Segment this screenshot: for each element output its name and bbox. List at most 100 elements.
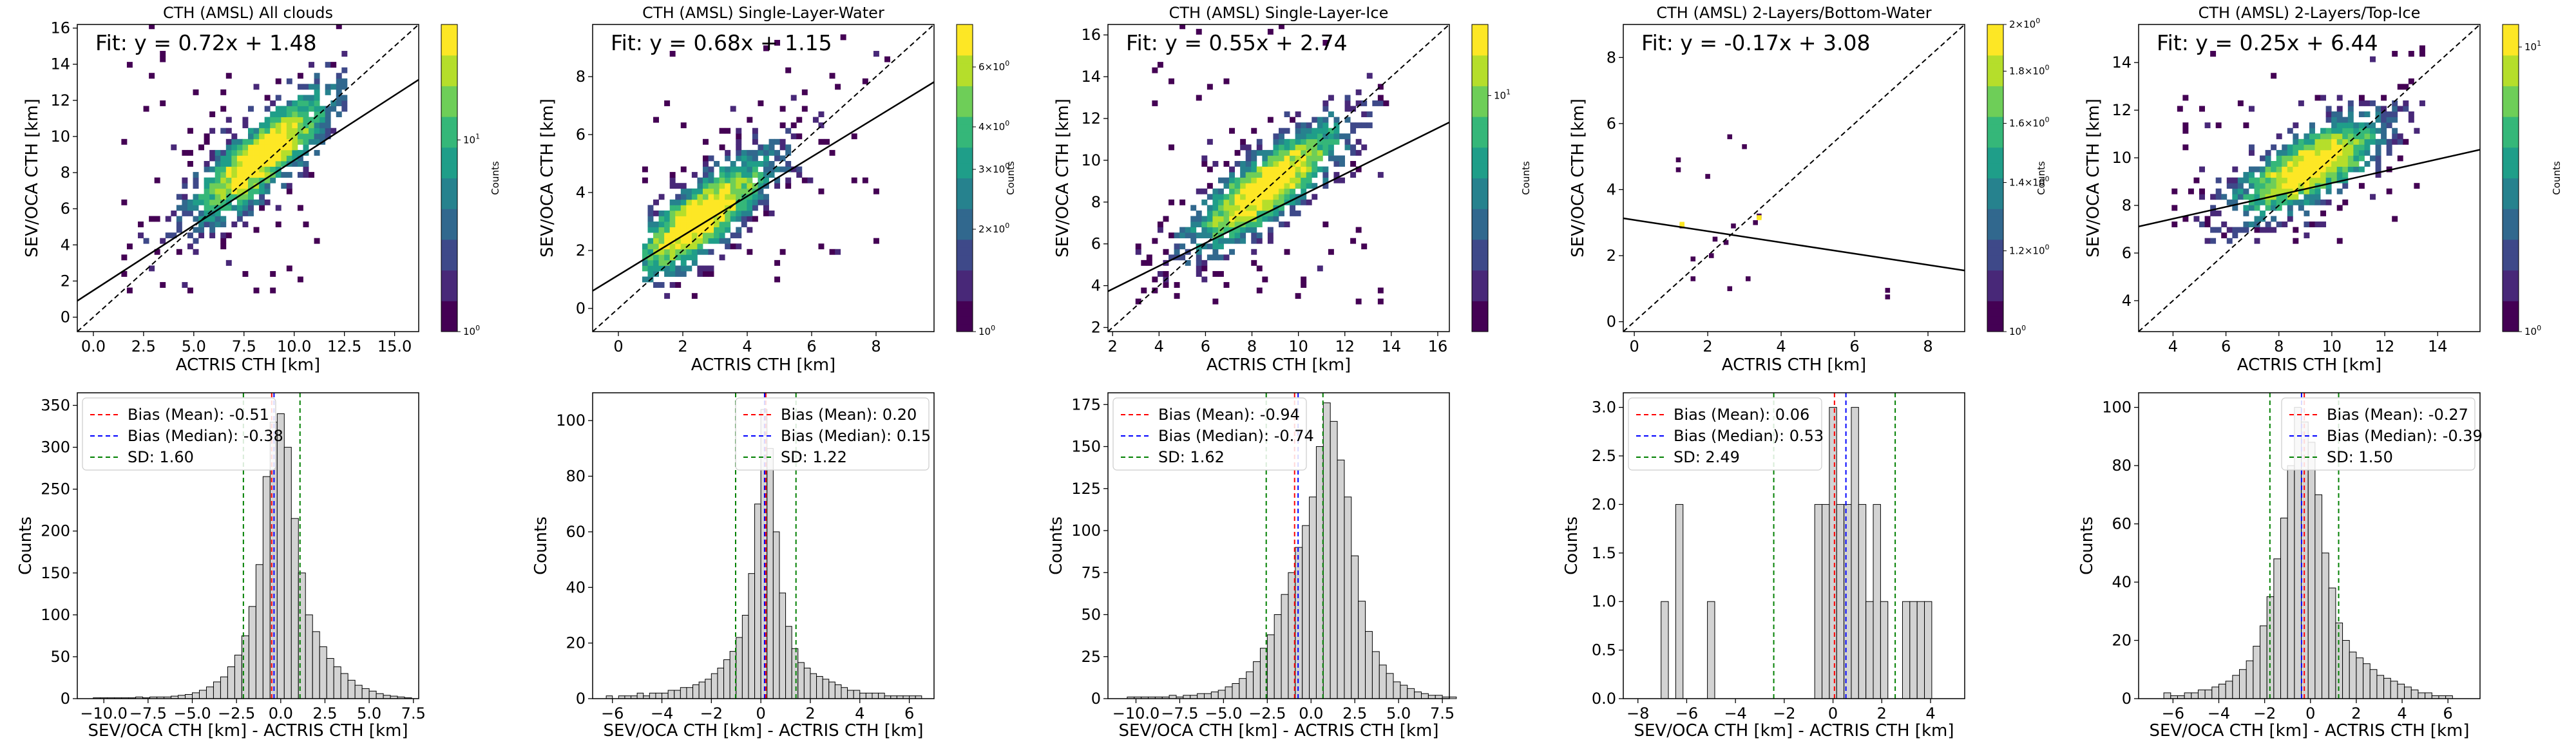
heatmap-cell	[259, 149, 265, 156]
heatmap-cell	[725, 227, 731, 233]
heatmap-cell	[2276, 149, 2282, 156]
heatmap-cell	[1212, 210, 1219, 216]
heatmap-cell	[336, 95, 342, 101]
heatmap-cell	[2304, 183, 2310, 189]
heatmap-cell	[708, 199, 714, 205]
colorbar-frame	[956, 24, 973, 332]
heatmap-cell	[1284, 172, 1290, 178]
heatmap-cell	[1229, 199, 1236, 205]
panel-title: CTH (AMSL) Single-Layer-Ice	[1169, 4, 1389, 22]
heatmap-cell	[225, 73, 232, 79]
heatmap-cell	[2320, 177, 2327, 184]
colorbar-tick-label: 4×100	[978, 119, 1009, 133]
heatmap-cell	[2271, 161, 2277, 167]
heatmap-cell	[314, 78, 320, 84]
heatmap-cell	[242, 138, 249, 145]
heatmap-cell	[2298, 144, 2304, 151]
heatmap-cell	[1141, 259, 1147, 266]
histogram-bar	[1386, 673, 1394, 699]
heatmap-cell	[2336, 166, 2343, 173]
heatmap-cell	[225, 232, 232, 239]
heatmap-cell	[2298, 177, 2304, 184]
heatmap-cell	[1675, 157, 1681, 163]
x-tick-label: 2	[678, 337, 687, 355]
y-axis-label: SEV/OCA CTH [km]	[2084, 99, 2103, 258]
heatmap-cell	[220, 106, 227, 112]
heatmap-cell	[303, 172, 309, 178]
histogram-bar	[1909, 601, 1918, 699]
heatmap-cell	[281, 117, 287, 123]
heatmap-cell	[297, 84, 303, 90]
histogram-bar	[662, 692, 669, 699]
x-tick-label: 12	[2375, 337, 2395, 355]
heatmap-cell	[2287, 177, 2293, 184]
heatmap-cell	[253, 227, 260, 233]
legend-entry: Bias (Median): 0.53	[1674, 427, 1824, 445]
heatmap-cell	[686, 199, 692, 205]
heatmap-cell	[752, 166, 758, 173]
colorbar-segment	[2503, 32, 2519, 41]
heatmap-cell	[1157, 270, 1163, 277]
heatmap-cell	[2182, 216, 2189, 222]
heatmap-cell	[231, 144, 238, 151]
y-tick-label: 0	[1091, 690, 1101, 708]
heatmap-cell	[818, 138, 825, 145]
heatmap-cell	[725, 149, 731, 156]
heatmap-cell	[220, 199, 227, 205]
heatmap-cell	[314, 238, 320, 244]
heatmap-cell	[774, 39, 781, 46]
heatmap-cell	[758, 149, 764, 156]
heatmap-cell	[697, 238, 703, 244]
heatmap-cell	[714, 238, 720, 244]
heatmap-cell	[275, 144, 281, 151]
heatmap-cell	[758, 188, 764, 194]
heatmap-cell	[1306, 161, 1312, 167]
heatmap-cell	[220, 161, 227, 167]
heatmap-cell	[653, 259, 659, 266]
heatmap-cell	[314, 133, 320, 140]
colorbar-segment	[441, 178, 457, 186]
heatmap-cell	[714, 183, 720, 189]
colorbar-exponent: 0	[2045, 64, 2050, 72]
heatmap-cell	[664, 216, 671, 222]
histogram-bar	[1902, 601, 1911, 699]
heatmap-cell	[2370, 138, 2376, 145]
y-tick-label: 2.0	[1592, 495, 1616, 513]
heatmap-cell	[309, 138, 314, 145]
heatmap-cell	[719, 238, 725, 244]
heatmap-cell	[286, 78, 292, 84]
heatmap-cell	[2254, 183, 2260, 189]
heatmap-cell	[1245, 210, 1252, 216]
heatmap-cell	[1317, 122, 1323, 129]
heatmap-cell	[215, 188, 221, 194]
heatmap-cell	[2282, 222, 2288, 227]
y-tick-label: 150	[1071, 438, 1101, 456]
heatmap-cell	[1306, 183, 1312, 189]
heatmap-cell	[697, 243, 703, 250]
heatmap-cell	[2276, 183, 2282, 189]
heatmap-cell	[1295, 144, 1301, 151]
heatmap-cell	[2364, 133, 2371, 140]
heatmap-cell	[309, 133, 314, 140]
heatmap-cell	[1207, 84, 1213, 90]
x-tick-label: 2	[805, 704, 815, 722]
histogram-bar	[220, 676, 228, 699]
heatmap-cell	[824, 138, 830, 145]
heatmap-cell	[653, 199, 659, 205]
heatmap-cell	[686, 265, 692, 272]
histogram-bar	[185, 693, 193, 699]
colorbar-segment	[1472, 78, 1488, 86]
heatmap-cell	[264, 122, 271, 129]
x-tick-label: −2	[2253, 704, 2276, 722]
heatmap-cell	[1267, 232, 1274, 239]
y-axis-label: Counts	[2077, 516, 2097, 575]
heatmap-cell	[2336, 117, 2343, 123]
heatmap-cell	[275, 149, 281, 156]
colorbar-segment	[441, 117, 457, 125]
heatmap-cell	[1245, 222, 1252, 227]
heatmap-cell	[2243, 210, 2249, 216]
colorbar-tick-label: 101	[463, 132, 480, 146]
heatmap-cell	[1201, 155, 1208, 162]
heatmap-cell	[236, 166, 243, 173]
